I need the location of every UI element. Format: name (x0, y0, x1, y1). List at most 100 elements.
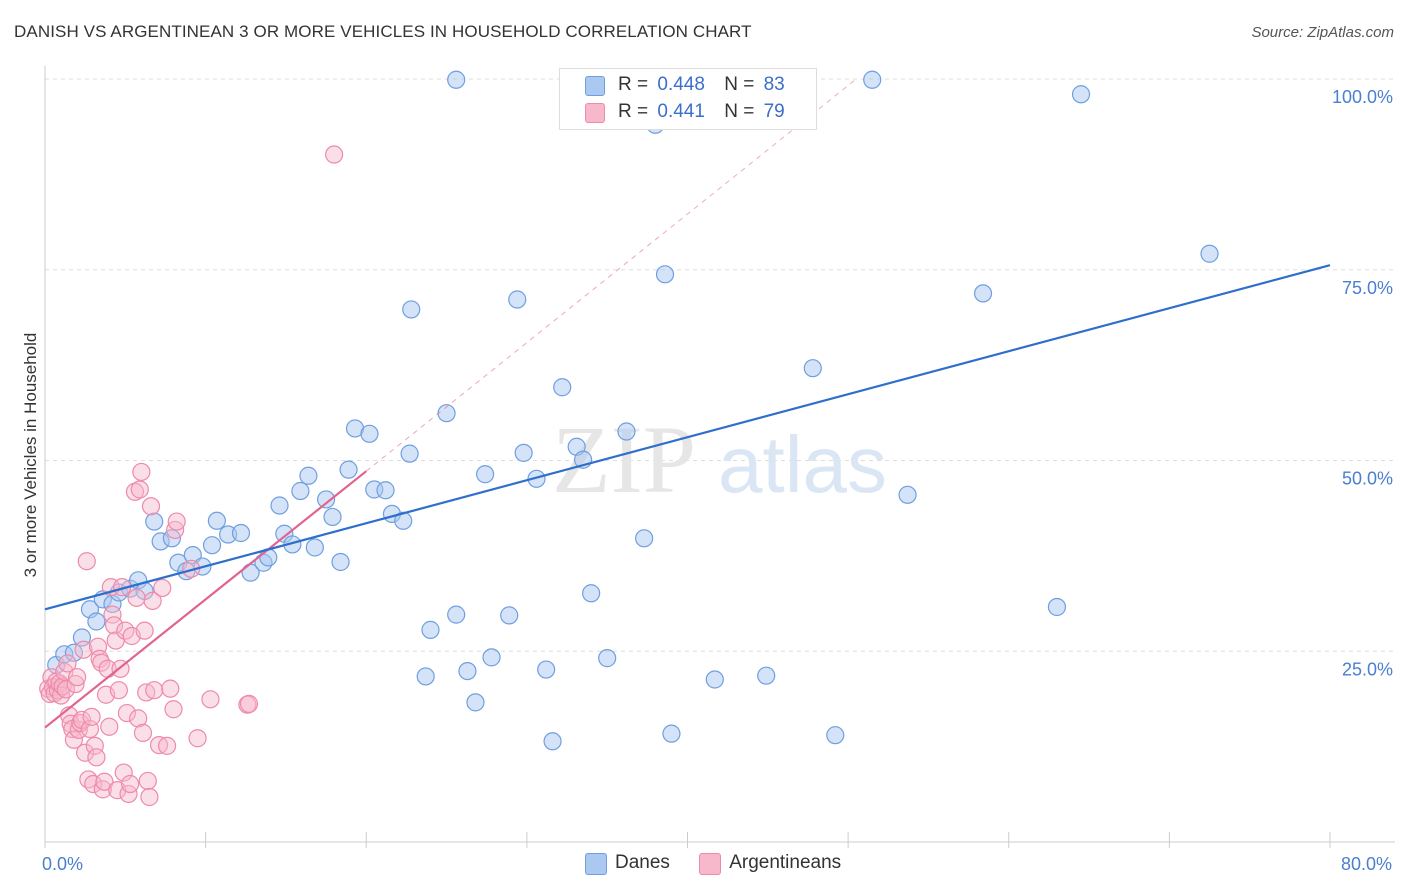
argentineans-point (85, 736, 104, 755)
danes-point (145, 512, 164, 531)
danes-point (476, 465, 495, 484)
danes-point (316, 490, 336, 509)
y-tick-label: 25.0% (1342, 659, 1393, 679)
argentineans-point (239, 694, 259, 713)
danes-point (826, 726, 845, 745)
series-legend-argentineans[interactable]: Argentineans (699, 852, 842, 875)
danes-point (973, 284, 993, 303)
argentineans-point (117, 703, 137, 723)
danes-point (655, 265, 675, 284)
danes-point (421, 620, 440, 639)
legend-r-label-danes: R = (618, 74, 649, 95)
danes-point (617, 422, 636, 441)
danes-point (305, 538, 324, 557)
series-legend-danes[interactable]: Danes (585, 852, 670, 875)
argentineans-trend-extension (365, 78, 857, 472)
danes-point (537, 660, 556, 679)
watermark-atlas: atlas (718, 420, 887, 509)
danes-point (508, 290, 527, 309)
argentineans-point (140, 787, 159, 807)
danes-point (1047, 597, 1067, 617)
danes-point (402, 300, 421, 319)
argentineans-point (82, 707, 101, 726)
argentineans-point (56, 680, 75, 699)
danes-point (331, 552, 350, 572)
legend-n-label-argentineans: N = (724, 101, 755, 122)
argentineans-point (145, 681, 164, 700)
danes-point (705, 670, 724, 689)
argentineans-point (121, 774, 140, 794)
argentineans-point (74, 640, 93, 659)
danes-point (598, 649, 617, 668)
legend-n-value-argentineans: 79 (763, 101, 785, 122)
danes-point (207, 511, 226, 530)
argentineans-trendline (44, 470, 367, 729)
legend-r-label-argentineans: R = (618, 101, 649, 122)
chart-title: DANISH VS ARGENTINEAN 3 OR MORE VEHICLES… (14, 22, 752, 41)
series-label-danes: Danes (615, 852, 670, 873)
legend-swatch-danes (585, 76, 605, 96)
danes-point (482, 648, 501, 667)
danes-point (291, 481, 310, 501)
argentineans-point (157, 736, 177, 755)
danes-point (360, 424, 379, 443)
danes-point (400, 444, 419, 463)
danes-point (447, 70, 466, 89)
danes-point (299, 466, 318, 485)
argentineans-point (130, 480, 149, 499)
argentineans-point (129, 709, 148, 728)
argentineans-point (143, 591, 162, 610)
argentineans-point (135, 621, 154, 640)
danes-point (87, 612, 106, 631)
danes-point (635, 529, 654, 548)
argentineans-point (161, 679, 180, 698)
danes-point (1071, 85, 1091, 104)
series-swatch-danes (585, 853, 607, 875)
legend-swatch-argentineans (585, 103, 605, 123)
argentineans-point (87, 748, 106, 767)
danes-point (662, 724, 681, 743)
danes-point (323, 507, 342, 527)
danes-point (514, 443, 533, 462)
argentineans-point (141, 497, 161, 516)
argentineans-point (238, 695, 257, 714)
danes-point (757, 666, 776, 685)
argentineans-point (68, 668, 87, 687)
y-tick-label: 50.0% (1342, 469, 1393, 489)
argentineans-point (51, 686, 71, 705)
danes-point (500, 606, 519, 625)
series-label-argentineans: Argentineans (729, 852, 842, 873)
legend-n-value-danes: 83 (763, 74, 785, 95)
danes-point (582, 584, 601, 603)
argentineans-point (164, 700, 183, 719)
argentineans-point (71, 713, 90, 733)
argentineans-point (188, 729, 207, 748)
danes-point (202, 536, 222, 555)
argentineans-point (77, 552, 96, 571)
danes-point (553, 378, 572, 397)
danes-point (416, 667, 435, 686)
argentineans-point (76, 743, 95, 762)
y-tick-label: 100.0% (1332, 87, 1393, 107)
argentineans-point (100, 717, 119, 736)
argentineans-point (66, 674, 85, 694)
danes-point (447, 605, 466, 624)
danes-point (270, 496, 289, 515)
y-axis-label: 3 or more Vehicles in Household (21, 333, 40, 578)
axis-layer: 25.0% 50.0% 75.0% 100.0% 0.0% 80.0% (42, 66, 1395, 874)
x-tick-label: 80.0% (1341, 854, 1392, 874)
argentineans-point (93, 780, 112, 799)
argentineans-point (84, 774, 103, 794)
argentineans-point (133, 723, 153, 742)
legend-r-value-danes: 0.448 (657, 74, 705, 95)
argentineans-point (95, 772, 114, 791)
legend-text-danes: R = 0.448 N = 83 (618, 74, 785, 96)
argentineans-point (114, 763, 133, 782)
argentineans-points (39, 145, 344, 807)
danes-point (376, 481, 395, 500)
danes-point (339, 460, 358, 479)
argentineans-point (104, 616, 124, 635)
danes-point (543, 732, 562, 751)
stats-legend: R = 0.448 N = 83 R = 0.441 N = 79 (559, 68, 817, 130)
